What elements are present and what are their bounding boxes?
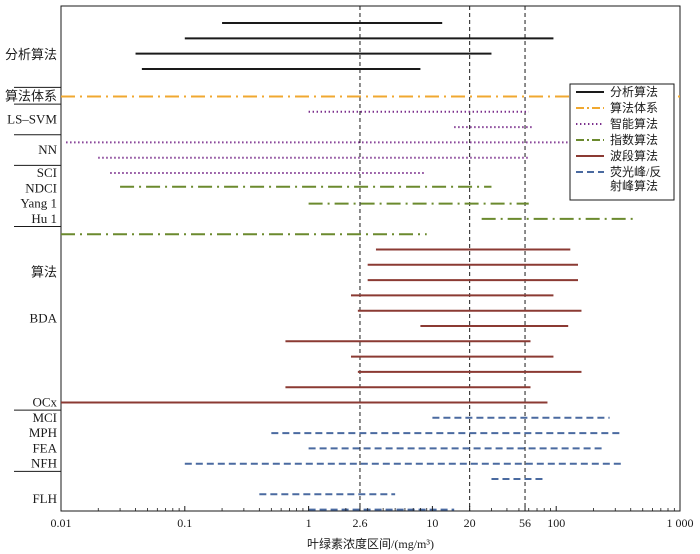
legend-box [569, 83, 675, 201]
legend-label: 算法体系 [610, 100, 658, 115]
category-label: SCI [37, 165, 57, 180]
category-label: MPH [29, 425, 57, 440]
category-label: FEA [32, 440, 57, 455]
group-separators [14, 86, 61, 472]
series-分析算法 [135, 22, 554, 70]
category-label: NFH [31, 456, 57, 471]
x-tick-label: 2.6 [352, 516, 367, 530]
series-指数算法 [61, 185, 638, 236]
category-label: 分析算法 [5, 47, 57, 62]
x-tick-label: 56 [519, 516, 531, 530]
category-label: Hu 1 [31, 211, 57, 226]
x-tick-label: 20 [464, 516, 476, 530]
x-tick-label: 0.01 [51, 516, 72, 530]
series-智能算法 [66, 110, 588, 174]
x-axis-title: 叶绿素浓度区间/(mg/m³) [307, 536, 434, 551]
legend-label: 荧光峰/反 [610, 165, 661, 179]
series-荧光峰/反射峰算法 [184, 416, 622, 511]
category-label: NDCI [25, 180, 57, 195]
series-波段算法 [61, 248, 582, 404]
legend-label: 分析算法 [610, 84, 658, 99]
legend-label-line2: 射峰算法 [610, 178, 658, 193]
category-label: NN [38, 142, 57, 157]
x-tick-label: 0.1 [177, 516, 192, 530]
x-tick-label: 100 [547, 516, 565, 530]
legend-label: 指数算法 [610, 132, 658, 147]
plot-frame [60, 5, 681, 512]
category-label: OCx [32, 395, 57, 410]
plot-border [60, 5, 681, 512]
category-label: MCI [32, 410, 57, 425]
range-bars [61, 22, 680, 511]
category-label: LS–SVM [7, 111, 57, 126]
reference-lines [359, 6, 526, 511]
category-label: FLH [32, 491, 57, 506]
category-label: Yang 1 [20, 196, 57, 211]
legend-label: 波段算法 [610, 148, 658, 163]
category-label: 算法体系 [5, 89, 57, 104]
x-tick-label: 10 [426, 516, 438, 530]
category-label: BDA [30, 310, 58, 325]
legend-label: 智能算法 [610, 116, 658, 131]
x-axis: 0.01 0.1 1 2.6 10 20 56 100 1 000 [51, 506, 694, 530]
category-label: 算法 [31, 264, 57, 279]
x-tick-label: 1 [306, 516, 312, 530]
x-tick-label: 1 000 [667, 516, 694, 530]
